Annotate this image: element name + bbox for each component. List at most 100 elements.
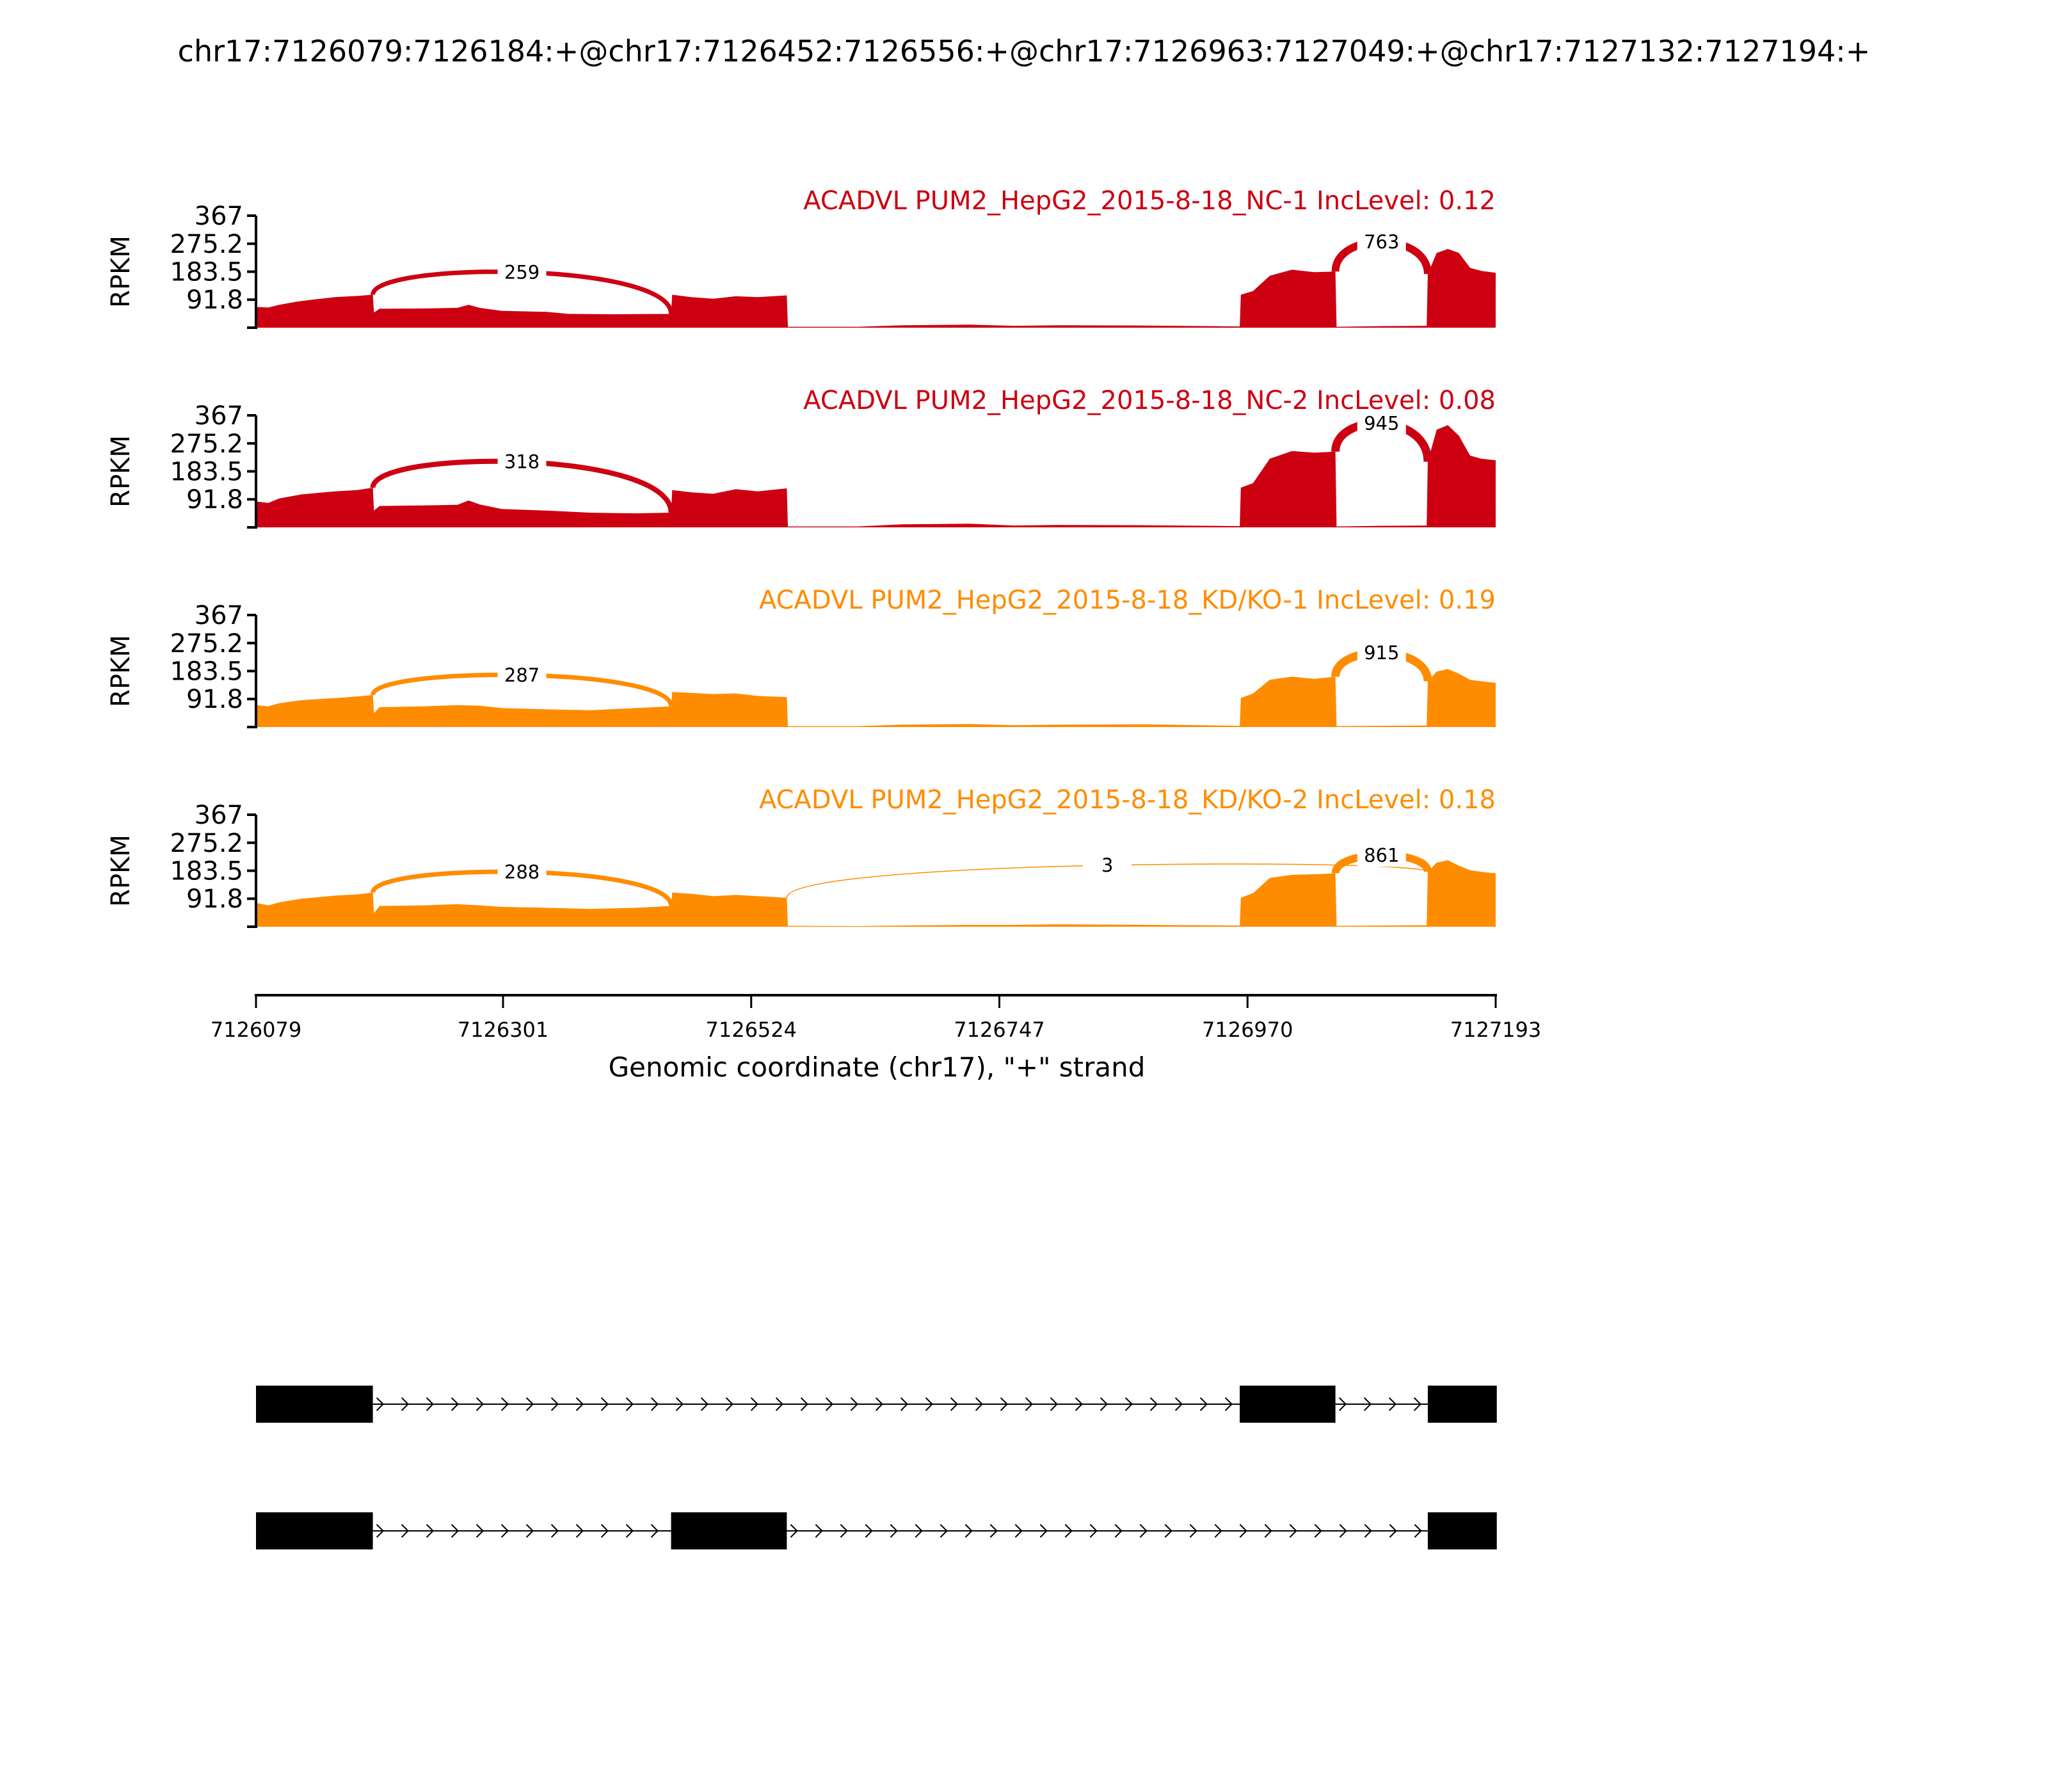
- strand-chevron-icon: [790, 1524, 798, 1538]
- y-tick-label: 183.5: [170, 857, 243, 886]
- junction-count-label: 318: [504, 451, 540, 473]
- strand-chevron-icon: [525, 1524, 534, 1538]
- panel-sample-label: ACADVL PUM2_HepG2_2015-8-18_NC-2 IncLeve…: [803, 386, 1496, 415]
- strand-chevron-icon: [1164, 1524, 1172, 1538]
- strand-chevron-icon: [1389, 1524, 1397, 1538]
- transcript-2: [256, 1512, 1497, 1549]
- strand-chevron-icon: [875, 1397, 883, 1411]
- strand-chevron-icon: [1413, 1397, 1422, 1411]
- x-tick-label: 7126301: [458, 1018, 549, 1042]
- strand-chevron-icon: [650, 1397, 659, 1411]
- strand-chevron-icon: [940, 1524, 948, 1538]
- exon-box: [256, 1386, 373, 1423]
- strand-chevron-icon: [650, 1524, 659, 1538]
- strand-chevron-icon: [865, 1524, 873, 1538]
- exon-box: [1240, 1386, 1336, 1423]
- junction-label-box: [497, 258, 547, 284]
- strand-chevron-icon: [675, 1397, 684, 1411]
- strand-chevron-icon: [989, 1524, 998, 1538]
- strand-chevron-icon: [1039, 1524, 1048, 1538]
- junction-label-box: [497, 447, 547, 474]
- junction-count-label: 288: [504, 861, 540, 883]
- strand-chevron-icon: [900, 1397, 908, 1411]
- strand-chevron-icon: [1089, 1524, 1098, 1538]
- strand-chevron-icon: [1289, 1524, 1297, 1538]
- strand-chevron-icon: [815, 1524, 823, 1538]
- strand-chevron-icon: [600, 1524, 609, 1538]
- strand-chevron-icon: [825, 1397, 833, 1411]
- strand-chevron-icon: [575, 1524, 584, 1538]
- strand-chevron-icon: [1100, 1397, 1108, 1411]
- x-axis-label: Genomic coordinate (chr17), "+" strand: [609, 1052, 1146, 1083]
- strand-chevron-icon: [1224, 1397, 1233, 1411]
- strand-chevron-icon: [525, 1397, 534, 1411]
- strand-chevron-icon: [1075, 1397, 1083, 1411]
- strand-chevron-icon: [725, 1397, 733, 1411]
- strand-chevron-icon: [850, 1397, 858, 1411]
- transcript-1: [256, 1386, 1497, 1423]
- strand-chevron-icon: [925, 1397, 933, 1411]
- strand-chevron-icon: [1139, 1524, 1148, 1538]
- y-tick-label: 275.2: [170, 629, 243, 659]
- junction-label-box: [1357, 841, 1406, 867]
- exon-box: [1427, 1512, 1497, 1549]
- coverage-area: [256, 249, 1496, 328]
- junction-count-label: 915: [1364, 642, 1399, 664]
- strand-chevron-icon: [1050, 1397, 1058, 1411]
- strand-chevron-icon: [1264, 1524, 1272, 1538]
- exon-box: [1427, 1386, 1497, 1423]
- coverage-area: [256, 425, 1496, 527]
- strand-chevron-icon: [476, 1397, 484, 1411]
- strand-chevron-icon: [625, 1524, 634, 1538]
- y-axis-label: RPKM: [106, 236, 136, 308]
- strand-chevron-icon: [964, 1524, 973, 1538]
- x-tick-label: 7126970: [1202, 1018, 1293, 1042]
- strand-chevron-icon: [1114, 1524, 1123, 1538]
- strand-chevron-icon: [1064, 1524, 1073, 1538]
- strand-chevron-icon: [376, 1397, 384, 1411]
- y-tick-label: 91.8: [186, 485, 243, 515]
- y-tick-label: 183.5: [170, 657, 243, 687]
- strand-chevron-icon: [1239, 1524, 1247, 1538]
- strand-chevron-icon: [1214, 1524, 1222, 1538]
- junction-label-box: [1357, 228, 1406, 254]
- strand-chevron-icon: [575, 1397, 584, 1411]
- y-tick-label: 367: [195, 601, 243, 630]
- strand-chevron-icon: [600, 1397, 609, 1411]
- strand-chevron-icon: [500, 1397, 509, 1411]
- junction-count-label: 763: [1364, 231, 1399, 253]
- junction-label-box: [497, 660, 547, 687]
- strand-chevron-icon: [401, 1397, 409, 1411]
- strand-chevron-icon: [550, 1397, 559, 1411]
- y-tick-label: 367: [195, 202, 243, 231]
- y-tick-label: 367: [195, 801, 243, 830]
- strand-chevron-icon: [500, 1524, 509, 1538]
- y-tick-label: 183.5: [170, 258, 243, 287]
- strand-chevron-icon: [1000, 1397, 1008, 1411]
- y-tick-label: 91.8: [186, 285, 243, 315]
- gene-models: [256, 1386, 1497, 1549]
- exon-box: [256, 1512, 373, 1549]
- strand-chevron-icon: [376, 1524, 384, 1538]
- x-tick-label: 7126079: [211, 1018, 302, 1042]
- strand-chevron-icon: [476, 1524, 484, 1538]
- strand-chevron-icon: [401, 1524, 409, 1538]
- junction-label-box: [1357, 409, 1406, 435]
- strand-chevron-icon: [1314, 1524, 1322, 1538]
- strand-chevron-icon: [550, 1524, 559, 1538]
- strand-chevron-icon: [1363, 1397, 1372, 1411]
- y-axis-label: RPKM: [106, 835, 136, 907]
- strand-chevron-icon: [426, 1524, 434, 1538]
- y-tick-label: 183.5: [170, 458, 243, 487]
- strand-chevron-icon: [1025, 1397, 1033, 1411]
- strand-chevron-icon: [975, 1397, 983, 1411]
- y-tick-label: 275.2: [170, 429, 243, 459]
- panel-sample-label: ACADVL PUM2_HepG2_2015-8-18_KD/KO-2 IncL…: [759, 785, 1496, 815]
- junction-count-label: 3: [1101, 854, 1113, 876]
- junction-label-box: [1357, 639, 1406, 665]
- x-tick-label: 7126747: [954, 1018, 1045, 1042]
- strand-chevron-icon: [1364, 1524, 1372, 1538]
- y-tick-label: 91.8: [186, 884, 243, 914]
